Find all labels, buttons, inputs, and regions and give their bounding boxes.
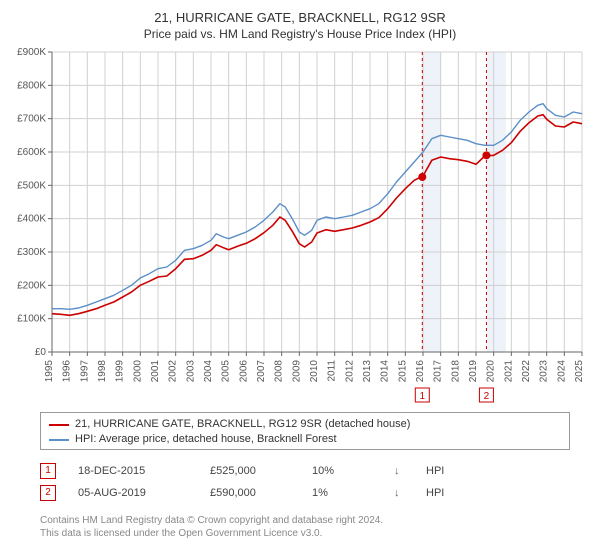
chart-subtitle: Price paid vs. HM Land Registry's House … [0,25,600,47]
svg-text:2011: 2011 [327,360,338,382]
svg-text:£100K: £100K [17,314,46,325]
svg-text:2006: 2006 [238,360,249,383]
marker-pct: 10% [312,465,372,477]
svg-text:2000: 2000 [132,360,143,383]
svg-text:2014: 2014 [380,360,391,383]
svg-text:2: 2 [484,391,490,402]
svg-text:2013: 2013 [362,360,373,383]
svg-text:2023: 2023 [539,360,550,383]
svg-text:2018: 2018 [450,360,461,383]
svg-text:1998: 1998 [97,360,108,383]
marker-ref: HPI [426,487,456,499]
svg-text:2015: 2015 [397,360,408,383]
svg-text:2007: 2007 [256,360,267,383]
legend: 21, HURRICANE GATE, BRACKNELL, RG12 9SR … [40,412,570,450]
svg-text:2024: 2024 [556,360,567,383]
svg-text:2002: 2002 [168,360,179,383]
marker-badge: 1 [40,463,56,479]
svg-text:2009: 2009 [291,360,302,383]
svg-text:2021: 2021 [503,360,514,383]
svg-text:2003: 2003 [185,360,196,383]
svg-text:1999: 1999 [115,360,126,383]
marker-table: 1 18-DEC-2015 £525,000 10% ↓ HPI 2 05-AUG-2019 £… [40,460,570,504]
legend-label: HPI: Average price, detached house, Brac… [75,432,337,447]
marker-ref: HPI [426,465,456,477]
svg-text:£300K: £300K [17,247,46,258]
svg-text:2019: 2019 [468,360,479,383]
svg-text:2012: 2012 [344,360,355,383]
svg-text:£0: £0 [35,347,47,358]
legend-swatch [49,424,69,426]
down-arrow-icon: ↓ [394,487,404,499]
chart-title: 21, HURRICANE GATE, BRACKNELL, RG12 9SR [0,0,600,25]
svg-text:£500K: £500K [17,180,46,191]
svg-text:2025: 2025 [574,360,585,383]
svg-text:2008: 2008 [274,360,285,383]
below-chart: 21, HURRICANE GATE, BRACKNELL, RG12 9SR … [40,412,570,540]
chart-area: £0 £100K £200K £300K £400K £500K £600K £700K £80… [0,46,600,406]
marker-price: £590,000 [210,487,290,499]
marker-pct: 1% [312,487,372,499]
down-arrow-icon: ↓ [394,465,404,477]
svg-text:2001: 2001 [150,360,161,383]
svg-text:2022: 2022 [521,360,532,383]
svg-text:1997: 1997 [79,360,90,383]
legend-label: 21, HURRICANE GATE, BRACKNELL, RG12 9SR … [75,417,410,432]
marker-row: 1 18-DEC-2015 £525,000 10% ↓ HPI [40,460,570,482]
legend-row: 21, HURRICANE GATE, BRACKNELL, RG12 9SR … [49,417,561,432]
footnote-line: Contains HM Land Registry data © Crown c… [40,514,570,527]
svg-text:1995: 1995 [44,360,55,383]
svg-text:2005: 2005 [221,360,232,383]
footnote: Contains HM Land Registry data © Crown c… [40,514,570,540]
line-chart-svg: £0 £100K £200K £300K £400K £500K £600K £700K £80… [0,46,600,406]
marker-badge: 2 [40,485,56,501]
svg-text:£400K: £400K [17,214,46,225]
svg-text:£700K: £700K [17,114,46,125]
marker-date: 05-AUG-2019 [78,487,188,499]
marker-row: 2 05-AUG-2019 £590,000 1% ↓ HPI [40,482,570,504]
svg-text:£600K: £600K [17,147,46,158]
marker-price: £525,000 [210,465,290,477]
svg-text:2016: 2016 [415,360,426,383]
svg-text:2004: 2004 [203,360,214,383]
svg-text:2010: 2010 [309,360,320,383]
svg-text:1: 1 [420,391,426,402]
svg-text:£800K: £800K [17,80,46,91]
svg-text:2017: 2017 [433,360,444,383]
footnote-line: This data is licensed under the Open Gov… [40,527,570,540]
svg-text:£200K: £200K [17,280,46,291]
legend-swatch [49,439,69,441]
svg-text:1996: 1996 [62,360,73,383]
marker-date: 18-DEC-2015 [78,465,188,477]
legend-row: HPI: Average price, detached house, Brac… [49,432,561,447]
svg-text:£900K: £900K [17,47,46,58]
svg-text:2020: 2020 [486,360,497,383]
